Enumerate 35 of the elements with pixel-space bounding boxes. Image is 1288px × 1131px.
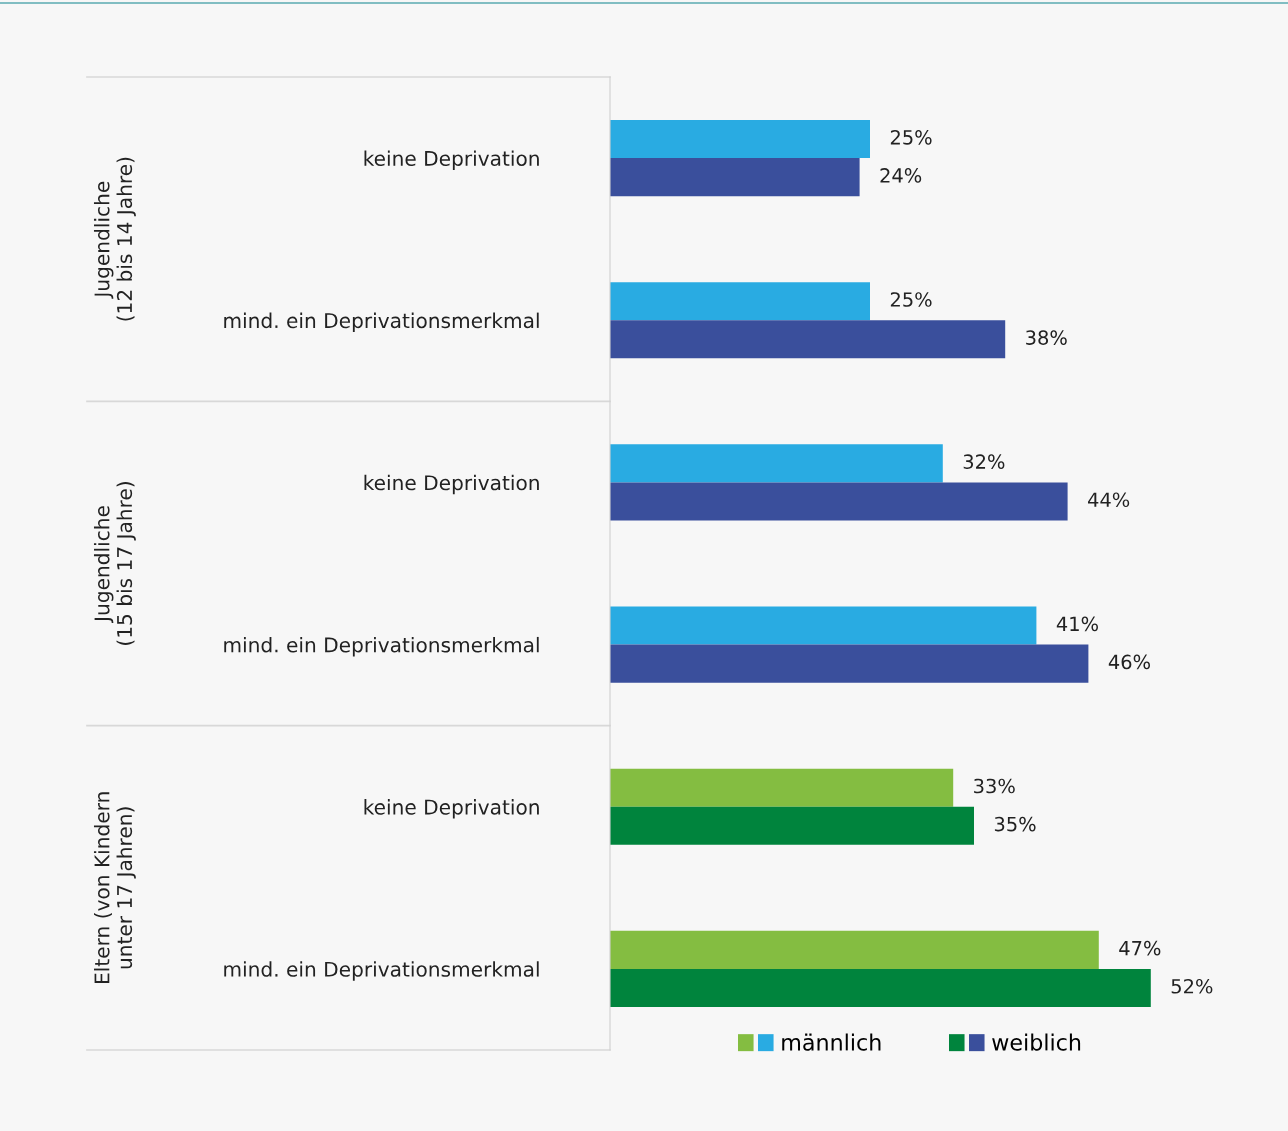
y-tick-label: keine Deprivation bbox=[364, 474, 539, 495]
bar bbox=[610, 768, 954, 807]
data-label: 33% bbox=[974, 778, 1015, 794]
data-label: 35% bbox=[994, 816, 1036, 832]
y-tick-label: mind. ein Deprivationsmerkmal bbox=[224, 312, 539, 333]
data-label: 32% bbox=[963, 454, 1005, 469]
data-label: 38% bbox=[1026, 330, 1067, 345]
text: Jugendliche (12 bis 14 Jahre) bbox=[93, 157, 136, 321]
text: Jugendliche (15 bis 17 Jahre) bbox=[93, 482, 136, 645]
y-tick-label: mind. ein Deprivationsmerkmal bbox=[224, 636, 539, 657]
bar bbox=[610, 644, 1089, 683]
bar bbox=[610, 806, 974, 845]
data-label: 25% bbox=[890, 292, 932, 307]
bar bbox=[610, 606, 1037, 645]
data-label: 47% bbox=[1119, 940, 1161, 956]
bar bbox=[610, 119, 870, 159]
data-label: 25% bbox=[890, 129, 932, 145]
bar bbox=[610, 482, 1068, 521]
legend-label: männlich bbox=[782, 1033, 881, 1051]
data-label: 24% bbox=[880, 168, 922, 183]
data-label: 52% bbox=[1171, 978, 1213, 994]
y-tick-label: keine Deprivation bbox=[364, 150, 539, 170]
legend-label: weiblich bbox=[992, 1033, 1081, 1051]
bar bbox=[610, 282, 870, 321]
bar bbox=[610, 968, 1151, 1008]
data-label: 41% bbox=[1056, 616, 1098, 632]
bar bbox=[610, 930, 1099, 969]
bar bbox=[610, 444, 943, 483]
bar bbox=[610, 158, 860, 197]
text: Eltern (von Kindern unter 17 Jahren) bbox=[93, 792, 136, 984]
data-label: 44% bbox=[1088, 492, 1130, 508]
y-tick-label: keine Deprivation bbox=[364, 799, 539, 819]
y-tick-label: mind. ein Deprivationsmerkmal bbox=[224, 961, 539, 981]
bar bbox=[610, 320, 1006, 359]
data-label: 46% bbox=[1108, 654, 1150, 670]
